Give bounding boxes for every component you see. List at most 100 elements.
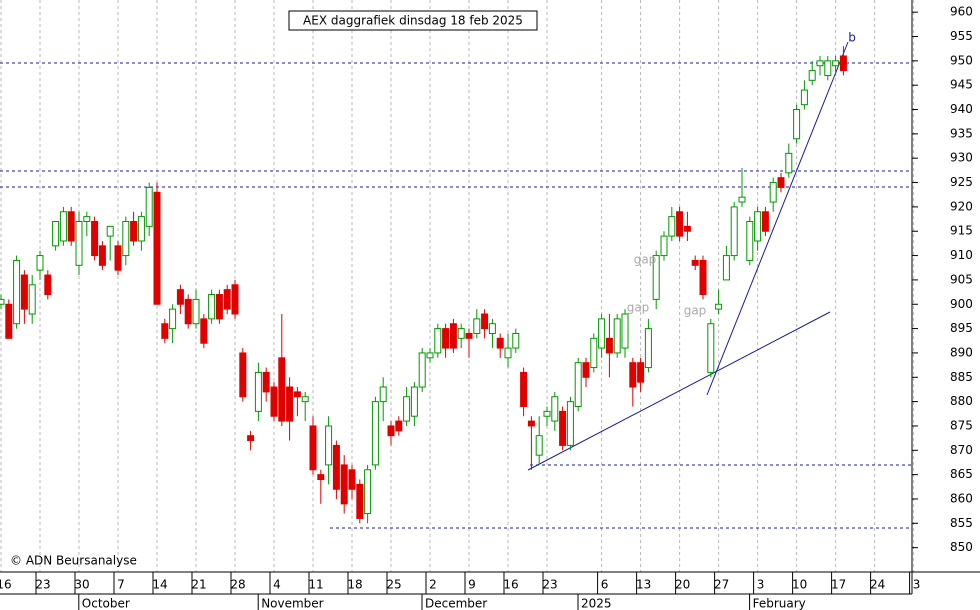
- candle-body: [410, 386, 418, 417]
- candle-body: [637, 362, 645, 383]
- annotation: gap: [634, 253, 657, 267]
- x-tick-label: 14: [152, 578, 167, 592]
- trend-line: [527, 311, 831, 471]
- y-tick-label: 850: [950, 540, 973, 554]
- candle-body: [488, 323, 496, 334]
- candle-body: [356, 483, 364, 519]
- annotation: gap: [627, 301, 650, 315]
- candle-body: [644, 328, 652, 369]
- x-tick-label: 10: [792, 578, 807, 592]
- candle-body: [722, 255, 730, 281]
- candle-body: [98, 245, 106, 266]
- candle-body: [59, 211, 67, 242]
- y-tick-label: 865: [950, 467, 973, 481]
- candle-body: [200, 318, 208, 344]
- candle-body: [473, 318, 481, 334]
- candle-body: [371, 401, 379, 466]
- month-label: November: [261, 597, 323, 610]
- x-tick-label: 28: [230, 578, 245, 592]
- candle-body: [832, 60, 840, 67]
- candle-body: [699, 259, 707, 296]
- candle-body: [527, 420, 535, 427]
- x-tick-label: 27: [714, 578, 729, 592]
- candle-body: [566, 401, 574, 446]
- candle-body: [800, 89, 808, 106]
- candle-body: [52, 220, 60, 247]
- candle-body: [839, 55, 847, 72]
- candle-body: [777, 177, 785, 188]
- y-tick-label: 905: [950, 272, 973, 286]
- month-label: 2025: [581, 597, 612, 610]
- x-tick-label: 7: [117, 578, 125, 592]
- x-tick-label: 25: [386, 578, 401, 592]
- candle-body: [535, 435, 543, 456]
- candle-body: [114, 245, 122, 271]
- candle-body: [816, 60, 824, 67]
- candle-body: [325, 425, 333, 466]
- y-tick-label: 920: [950, 199, 973, 213]
- candle-body: [457, 328, 465, 339]
- candle-body: [629, 362, 637, 388]
- candle-body: [676, 211, 684, 237]
- y-tick-label: 925: [950, 175, 973, 189]
- copyright: © ADN Beursanalyse: [10, 554, 137, 568]
- y-tick-label: 955: [950, 29, 973, 43]
- y-tick-label: 880: [950, 394, 973, 408]
- candle-body: [91, 220, 99, 257]
- candle-body: [239, 352, 247, 398]
- candle-body: [145, 186, 153, 227]
- y-tick-label: 860: [950, 491, 973, 505]
- candle-body: [613, 318, 621, 354]
- y-tick-label: 950: [950, 53, 973, 67]
- candle-body: [683, 225, 691, 232]
- candle-body: [395, 420, 403, 432]
- x-tick-label: 30: [74, 578, 89, 592]
- candle-body: [309, 425, 317, 471]
- candle-body: [20, 274, 28, 310]
- candle-body: [106, 225, 114, 237]
- x-tick-label: 13: [636, 578, 651, 592]
- candle-body: [286, 386, 294, 422]
- candle-body: [621, 313, 629, 349]
- candle-body: [254, 371, 262, 412]
- month-label: February: [753, 597, 806, 610]
- candle-body: [317, 474, 325, 481]
- x-tick-label: 3: [913, 578, 921, 592]
- candle-body: [418, 352, 426, 388]
- x-tick-label: 18: [347, 578, 362, 592]
- candle-body: [0, 298, 5, 305]
- candle-body: [559, 410, 567, 446]
- x-tick-label: 2: [429, 578, 437, 592]
- candle-body: [208, 294, 216, 320]
- candle-body: [184, 298, 192, 325]
- candle-body: [44, 274, 52, 296]
- candle-body: [301, 396, 309, 403]
- candle-body: [707, 323, 715, 373]
- candle-body: [231, 284, 239, 315]
- x-tick-label: 6: [601, 578, 609, 592]
- candle-body: [434, 328, 442, 354]
- candle-body: [754, 211, 762, 242]
- candle-body: [348, 469, 356, 490]
- candle-body: [481, 313, 489, 330]
- x-tick-label: 23: [35, 578, 50, 592]
- candle-body: [293, 391, 301, 398]
- candle-body: [28, 284, 36, 315]
- candle-body: [83, 216, 91, 222]
- chart-title: AEX daggrafiek dinsdag 18 feb 2025: [303, 14, 523, 28]
- candle-body: [590, 337, 598, 369]
- candle-body: [715, 303, 723, 310]
- candle-body: [652, 255, 660, 300]
- candle-body: [465, 332, 473, 339]
- candle-body: [426, 352, 434, 359]
- candle-body: [340, 464, 348, 505]
- candle-body: [137, 216, 145, 242]
- candle-body: [738, 196, 746, 203]
- candle-body: [75, 220, 83, 266]
- candle-body: [247, 435, 255, 442]
- y-tick-label: 945: [950, 78, 973, 92]
- y-tick-label: 870: [950, 443, 973, 457]
- x-tick-label: 16: [503, 578, 518, 592]
